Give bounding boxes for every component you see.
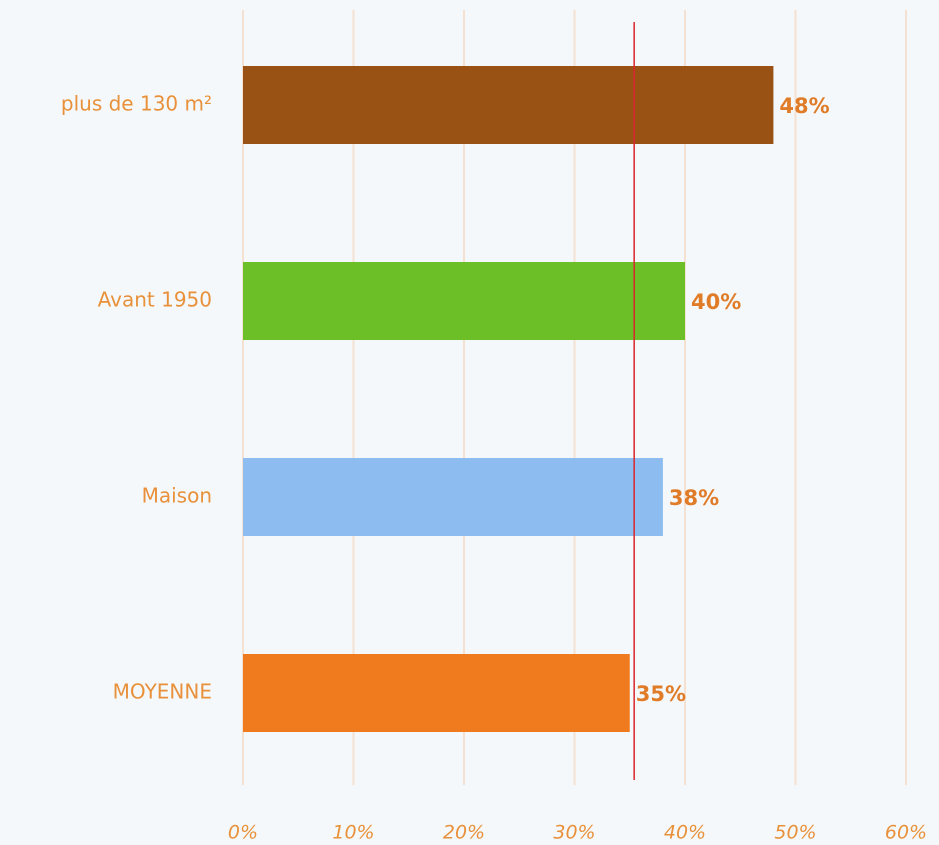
value-label: 38% [669, 486, 719, 510]
x-tick-label: 50% [774, 822, 816, 844]
value-label: 48% [779, 94, 829, 118]
x-tick-label: 20% [443, 822, 485, 844]
x-tick-label: 40% [664, 822, 706, 844]
bar [243, 262, 685, 340]
x-tick-label: 0% [228, 822, 258, 844]
chart: 0% 10% 20% 30% 40% 50% 60% plus de 130 m² 48% Ava… [0, 0, 939, 845]
x-tick-label: 10% [332, 822, 374, 844]
category-label: Avant 1950 [98, 288, 212, 312]
value-label: 35% [636, 682, 686, 706]
bar [243, 654, 630, 732]
category-label: plus de 130 m² [61, 92, 212, 116]
page: 0% 10% 20% 30% 40% 50% 60% plus de 130 m² 48% Ava… [0, 0, 939, 845]
category-label: MOYENNE [113, 680, 212, 704]
bar [243, 66, 773, 144]
x-tick-label: 60% [885, 822, 927, 844]
bar [243, 458, 663, 536]
category-label: Maison [142, 484, 212, 508]
x-tick-label: 30% [553, 822, 595, 844]
value-label: 40% [691, 290, 741, 314]
